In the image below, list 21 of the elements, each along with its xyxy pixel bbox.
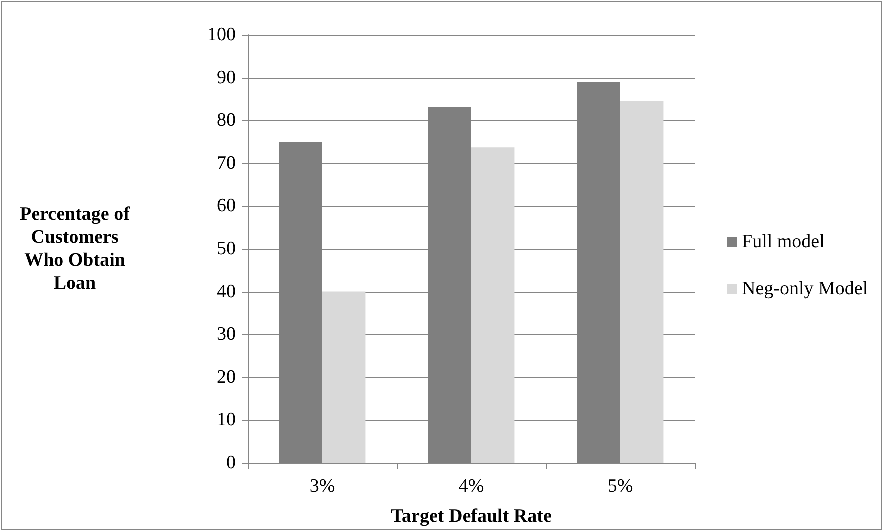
y-tick-label: 70	[217, 152, 236, 174]
y-tick-label: 100	[208, 24, 236, 46]
x-tick-label: 5%	[608, 476, 634, 497]
y-axis-title: Percentage of Customers Who Obtain Loan	[20, 204, 131, 294]
bar	[322, 292, 366, 463]
y-tick-label: 0	[226, 452, 236, 474]
bar	[472, 148, 515, 463]
legend-label: Full model	[742, 232, 825, 252]
x-axis-title: Target Default Rate	[391, 506, 552, 527]
y-tick-label: 20	[217, 366, 236, 388]
y-tick-label: 50	[217, 238, 236, 260]
y-tick-label: 60	[217, 196, 236, 217]
y-tick-label: 90	[217, 67, 236, 88]
y-tick-label: 80	[217, 110, 236, 132]
legend-label: Neg-only Model	[742, 278, 868, 300]
y-tick-label: 30	[217, 324, 236, 346]
y-tick-label: 40	[217, 281, 236, 302]
y-tick-label: 10	[217, 410, 236, 431]
x-tick-label: 3%	[310, 476, 336, 497]
x-tick-label: 4%	[458, 476, 484, 497]
bar	[620, 101, 664, 463]
